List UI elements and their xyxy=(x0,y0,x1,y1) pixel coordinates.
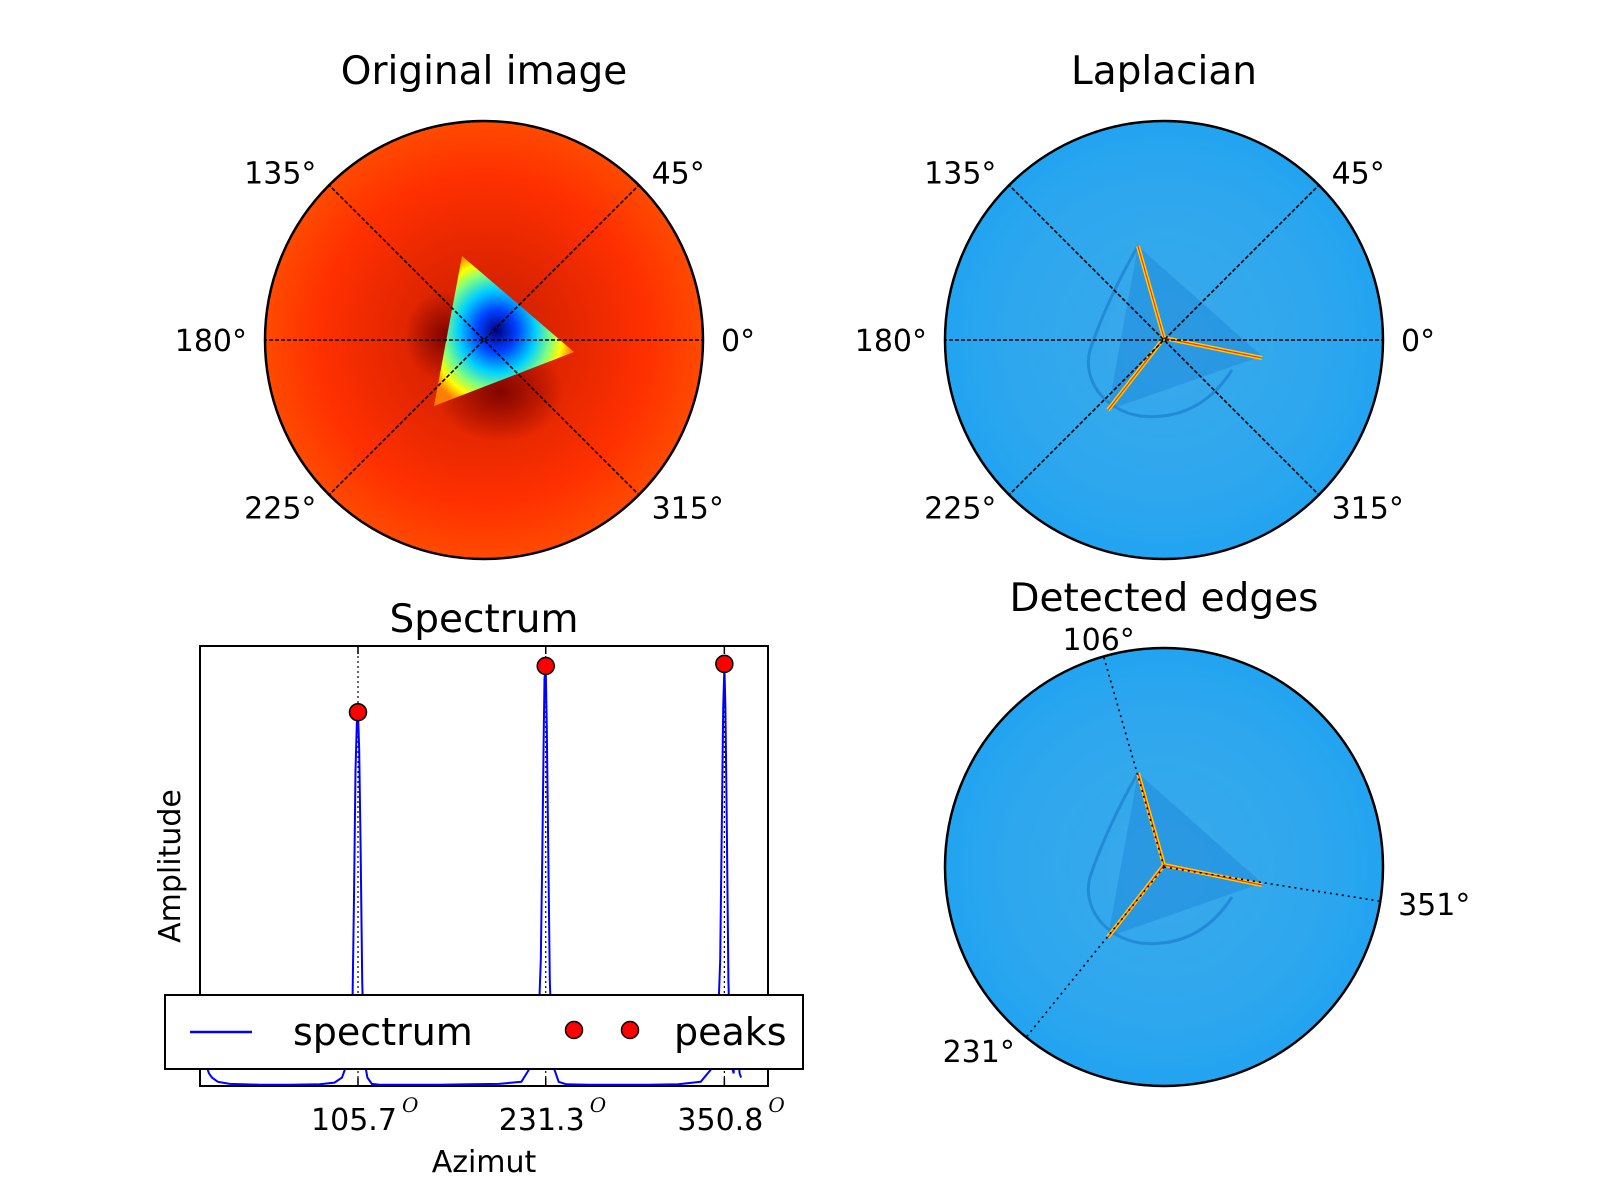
legend-box xyxy=(164,994,804,1070)
x-tick-label-2: 350.8 xyxy=(677,1103,763,1138)
laplacian-angle-grid xyxy=(945,184,1383,496)
panel-spectrum: Spectrum 105.7 O 231.3 O 350.8 O Azimut Ampli… xyxy=(153,597,804,1180)
angle-gridline-225 xyxy=(1008,184,1320,496)
angle-tick-label-135: 135° xyxy=(924,156,996,191)
angle-gridline-106 xyxy=(1102,656,1165,868)
title-spectrum: Spectrum xyxy=(390,597,579,642)
angle-gridline-351 xyxy=(1163,866,1381,903)
edges-contour xyxy=(1087,772,1234,946)
angle-tick-label-0: 0° xyxy=(721,324,755,359)
angle-tick-label-225: 225° xyxy=(924,492,996,527)
angle-tick-label-315: 315° xyxy=(652,492,724,527)
title-laplacian: Laplacian xyxy=(1071,49,1257,94)
angle-gridline-135 xyxy=(328,184,640,496)
edges-shadow-region xyxy=(1108,773,1262,937)
spectrum-legend: spectrum peaks xyxy=(164,994,804,1070)
angle-tick-label-45: 45° xyxy=(652,156,705,191)
peak-marker-2 xyxy=(715,654,734,674)
angle-gridline-315 xyxy=(328,184,640,496)
legend-spectrum-label: spectrum xyxy=(293,1010,473,1054)
peak-markers xyxy=(348,654,734,722)
angle-tick-label-180: 180° xyxy=(855,324,927,359)
spectrum-ylabel: Amplitude xyxy=(153,789,188,943)
spectrum-x-ticks: 105.7 O 231.3 O 350.8 O xyxy=(311,646,785,1138)
detected-edge-angle-ticks: 106° 231° 351° xyxy=(943,623,1471,1070)
angle-tick-label-106: 106° xyxy=(1063,623,1135,658)
peak-marker-0 xyxy=(348,702,368,722)
spectrum-line xyxy=(200,665,743,1086)
angle-tick-label-180: 180° xyxy=(175,324,247,359)
legend-peaks-marker-2 xyxy=(620,1020,640,1040)
angle-tick-label-351: 351° xyxy=(1398,888,1470,923)
angle-gridline-231 xyxy=(1025,866,1165,1038)
original-polar-frame xyxy=(263,119,705,561)
original-angle-ticks: 0° 45° 135° 180° 225° 315° xyxy=(175,156,755,526)
angle-tick-label-45: 45° xyxy=(1332,156,1385,191)
panel-detected-edges: Detected edges 106° 231° 351° xyxy=(943,576,1471,1088)
original-triangle-feature xyxy=(434,256,574,406)
angle-tick-label-135: 135° xyxy=(244,156,316,191)
detected-edge-lines xyxy=(1025,656,1381,1038)
angle-gridline-315 xyxy=(1008,184,1320,496)
angle-tick-label-225: 225° xyxy=(244,492,316,527)
title-detected-edges: Detected edges xyxy=(1009,576,1318,621)
title-original: Original image xyxy=(341,49,627,94)
original-angle-grid xyxy=(265,184,703,496)
angle-gridline-225 xyxy=(328,184,640,496)
angle-tick-label-231: 231° xyxy=(943,1035,1015,1070)
peak-marker-1 xyxy=(536,656,555,676)
angle-gridline-45 xyxy=(1008,184,1320,496)
x-tick-label-0: 105.7 xyxy=(311,1103,397,1138)
panel-laplacian: Laplacian 0° 45° 135° 180° 225° 315° xyxy=(855,49,1435,561)
angle-gridline-45 xyxy=(328,184,640,496)
angle-tick-label-0: 0° xyxy=(1401,324,1435,359)
panel-original: Original image 0° 45° 135° 180° 225° 315° xyxy=(175,49,755,561)
x-tick-label-1: 231.3 xyxy=(499,1103,585,1138)
legend-peaks-marker-1 xyxy=(564,1020,584,1040)
laplacian-shadow-region xyxy=(1108,246,1262,410)
x-tick-unit-2: O xyxy=(768,1093,784,1117)
x-tick-unit-1: O xyxy=(590,1093,606,1117)
angle-tick-label-315: 315° xyxy=(1332,492,1404,527)
laplacian-angle-ticks: 0° 45° 135° 180° 225° 315° xyxy=(855,156,1435,526)
edges-polar-frame xyxy=(943,646,1385,1088)
legend-peaks-label: peaks xyxy=(674,1010,787,1054)
spectrum-xlabel: Azimut xyxy=(432,1145,537,1180)
angle-gridline-135 xyxy=(1008,184,1320,496)
laplacian-contour xyxy=(1087,245,1234,419)
x-tick-unit-0: O xyxy=(402,1093,418,1117)
laplacian-polar-frame xyxy=(943,119,1385,561)
